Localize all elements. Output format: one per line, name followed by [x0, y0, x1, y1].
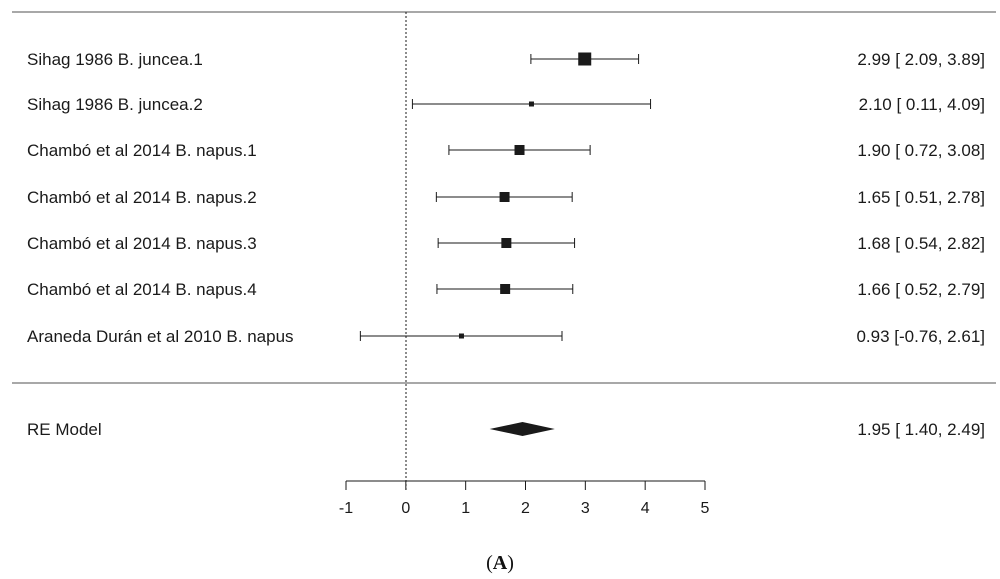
x-tick-label: 5	[701, 500, 710, 517]
point-estimate	[528, 101, 534, 107]
study-row: Chambó et al 2014 B. napus.3 1.68 [ 0.54,…	[27, 234, 985, 253]
x-tick-label: 1	[461, 500, 470, 517]
summary-label: RE Model	[27, 420, 102, 439]
study-row: Chambó et al 2014 B. napus.1 1.90 [ 0.72,…	[27, 141, 985, 160]
x-axis: -1 0 1 2 3 4 5	[339, 480, 710, 517]
point-estimate	[458, 333, 464, 339]
study-label: Chambó et al 2014 B. napus.2	[27, 188, 257, 207]
study-rows: Sihag 1986 B. juncea.1 2.99 [ 2.09, 3.89]…	[27, 50, 985, 346]
x-tick-label: 4	[641, 500, 650, 517]
x-tick-label: 0	[401, 500, 410, 517]
point-estimate	[501, 238, 512, 248]
ci-text: 0.93 [-0.76, 2.61]	[856, 327, 985, 346]
summary-diamond	[489, 422, 555, 436]
x-tick-label: 3	[581, 500, 590, 517]
study-label: Chambó et al 2014 B. napus.4	[27, 280, 257, 299]
study-label: Chambó et al 2014 B. napus.1	[27, 141, 257, 160]
summary-row: RE Model 1.95 [ 1.40, 2.49]	[27, 420, 985, 439]
point-estimate	[500, 284, 511, 294]
point-estimate	[514, 145, 525, 155]
study-label: Sihag 1986 B. juncea.1	[27, 50, 203, 69]
panel-label: (A)	[486, 552, 514, 574]
x-tick-label: 2	[521, 500, 530, 517]
summary-ci-text: 1.95 [ 1.40, 2.49]	[857, 420, 985, 439]
study-row: Araneda Durán et al 2010 B. napus 0.93 [-…	[27, 327, 985, 346]
point-estimate	[578, 52, 592, 66]
study-label: Araneda Durán et al 2010 B. napus	[27, 327, 294, 346]
ci-text: 2.99 [ 2.09, 3.89]	[857, 50, 985, 69]
x-tick-label: -1	[339, 500, 353, 517]
study-row: Sihag 1986 B. juncea.1 2.99 [ 2.09, 3.89]	[27, 50, 985, 69]
ci-text: 1.68 [ 0.54, 2.82]	[857, 234, 985, 253]
study-row: Chambó et al 2014 B. napus.4 1.66 [ 0.52,…	[27, 280, 985, 299]
ci-text: 1.65 [ 0.51, 2.78]	[857, 188, 985, 207]
study-row: Sihag 1986 B. juncea.2 2.10 [ 0.11, 4.09]	[27, 95, 985, 114]
study-row: Chambó et al 2014 B. napus.2 1.65 [ 0.51,…	[27, 188, 985, 207]
study-label: Sihag 1986 B. juncea.2	[27, 95, 203, 114]
ci-text: 1.66 [ 0.52, 2.79]	[857, 280, 985, 299]
ci-text: 2.10 [ 0.11, 4.09]	[859, 95, 985, 114]
point-estimate	[499, 192, 510, 202]
study-label: Chambó et al 2014 B. napus.3	[27, 234, 257, 253]
forest-plot: Sihag 1986 B. juncea.1 2.99 [ 2.09, 3.89]…	[12, 11, 996, 517]
ci-text: 1.90 [ 0.72, 3.08]	[857, 141, 985, 160]
